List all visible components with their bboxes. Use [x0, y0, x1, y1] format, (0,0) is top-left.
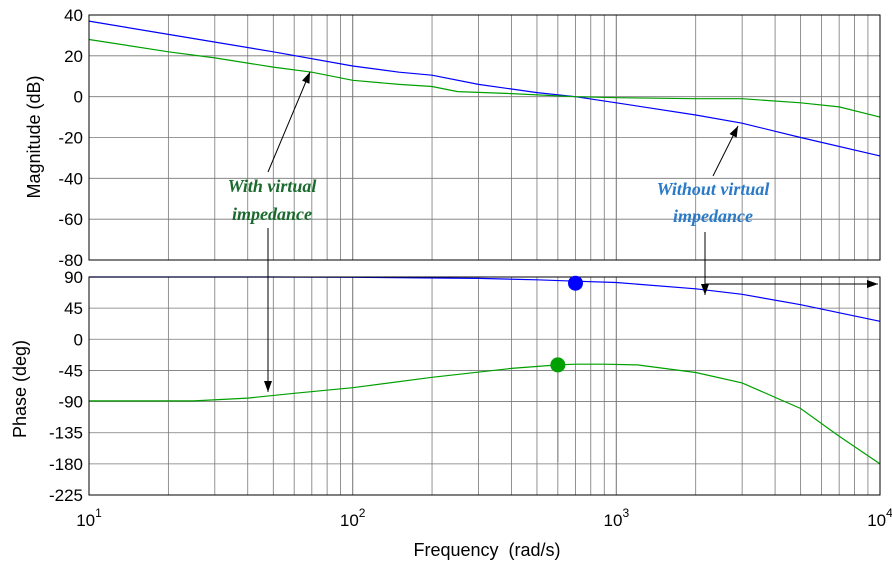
y-tick-label: -20 — [58, 129, 83, 148]
x-tick-exponent: 3 — [622, 506, 629, 520]
y-tick-label: -135 — [49, 424, 83, 443]
arrow-with-to-magnitude — [267, 71, 311, 173]
phase-y-axis-label: Phase (deg) — [10, 340, 30, 438]
magnitude-y-ticks: 40 20 0 -20 -40 -60 -80 — [58, 6, 83, 270]
x-tick-label: 103 — [604, 506, 630, 530]
arrow-with-to-phase-head — [264, 381, 272, 392]
magnitude-y-axis-label: Magnitude (dB) — [24, 75, 44, 198]
phase-markers — [550, 275, 583, 462]
y-tick-label: -40 — [58, 169, 83, 188]
frequency-x-ticks: 101 102 103 104 — [76, 506, 892, 530]
phase-y-ticks: 90 45 0 -45 -90 -135 -180 -225 — [49, 268, 83, 505]
series-line-blue — [88, 20, 881, 157]
with-virtual-impedance-label-line1: With virtual — [228, 176, 317, 196]
x-tick-exponent: 4 — [886, 506, 892, 520]
frequency-x-axis-label: Frequency (rad/s) — [413, 540, 560, 560]
y-tick-label: 90 — [64, 268, 83, 287]
x-tick-label: 102 — [340, 506, 366, 530]
y-tick-label: -180 — [49, 455, 83, 474]
without-virtual-impedance-label-line1: Without virtual — [657, 179, 770, 199]
arrow-with-to-magnitude-head — [302, 72, 310, 84]
magnitude-panel: 40 20 0 -20 -40 -60 -80 — [58, 6, 881, 270]
y-tick-label: -90 — [58, 393, 83, 412]
y-tick-label: -80 — [58, 251, 83, 270]
x-tick-label: 101 — [76, 506, 102, 530]
arrow-without-to-magnitude-head — [729, 126, 738, 138]
y-tick-label: -225 — [49, 486, 83, 505]
magnitude-grid — [89, 15, 880, 260]
magnitude-lines — [88, 20, 881, 157]
x-tick-base: 10 — [76, 511, 95, 530]
phase-marker-green — [550, 357, 566, 373]
arrow-without-horizontal-head — [867, 280, 878, 288]
x-tick-base: 10 — [340, 511, 359, 530]
x-tick-base: 10 — [604, 511, 623, 530]
series-line-green — [88, 38, 881, 118]
x-tick-exponent: 1 — [95, 506, 102, 520]
y-tick-label: -60 — [58, 210, 83, 229]
y-tick-label: 45 — [64, 299, 83, 318]
y-tick-label: 0 — [74, 88, 83, 107]
magnitude-axes-frame — [88, 14, 881, 261]
series-line-green — [89, 363, 881, 465]
phase-grid — [89, 277, 880, 495]
phase-axes-frame — [88, 276, 881, 496]
phase-marker-blue — [567, 275, 583, 291]
annotation-arrows — [264, 71, 878, 392]
without-virtual-impedance-label-line2: impedance — [673, 206, 753, 226]
x-tick-exponent: 2 — [359, 506, 366, 520]
with-virtual-impedance-label-line2: impedance — [232, 204, 312, 224]
y-tick-label: -45 — [58, 361, 83, 380]
y-tick-label: 0 — [74, 330, 83, 349]
x-tick-base: 10 — [867, 511, 886, 530]
y-tick-label: 40 — [64, 6, 83, 25]
x-tick-label: 104 — [867, 506, 892, 530]
arrow-without-to-phase-head — [701, 284, 709, 295]
y-tick-label: 20 — [64, 47, 83, 66]
